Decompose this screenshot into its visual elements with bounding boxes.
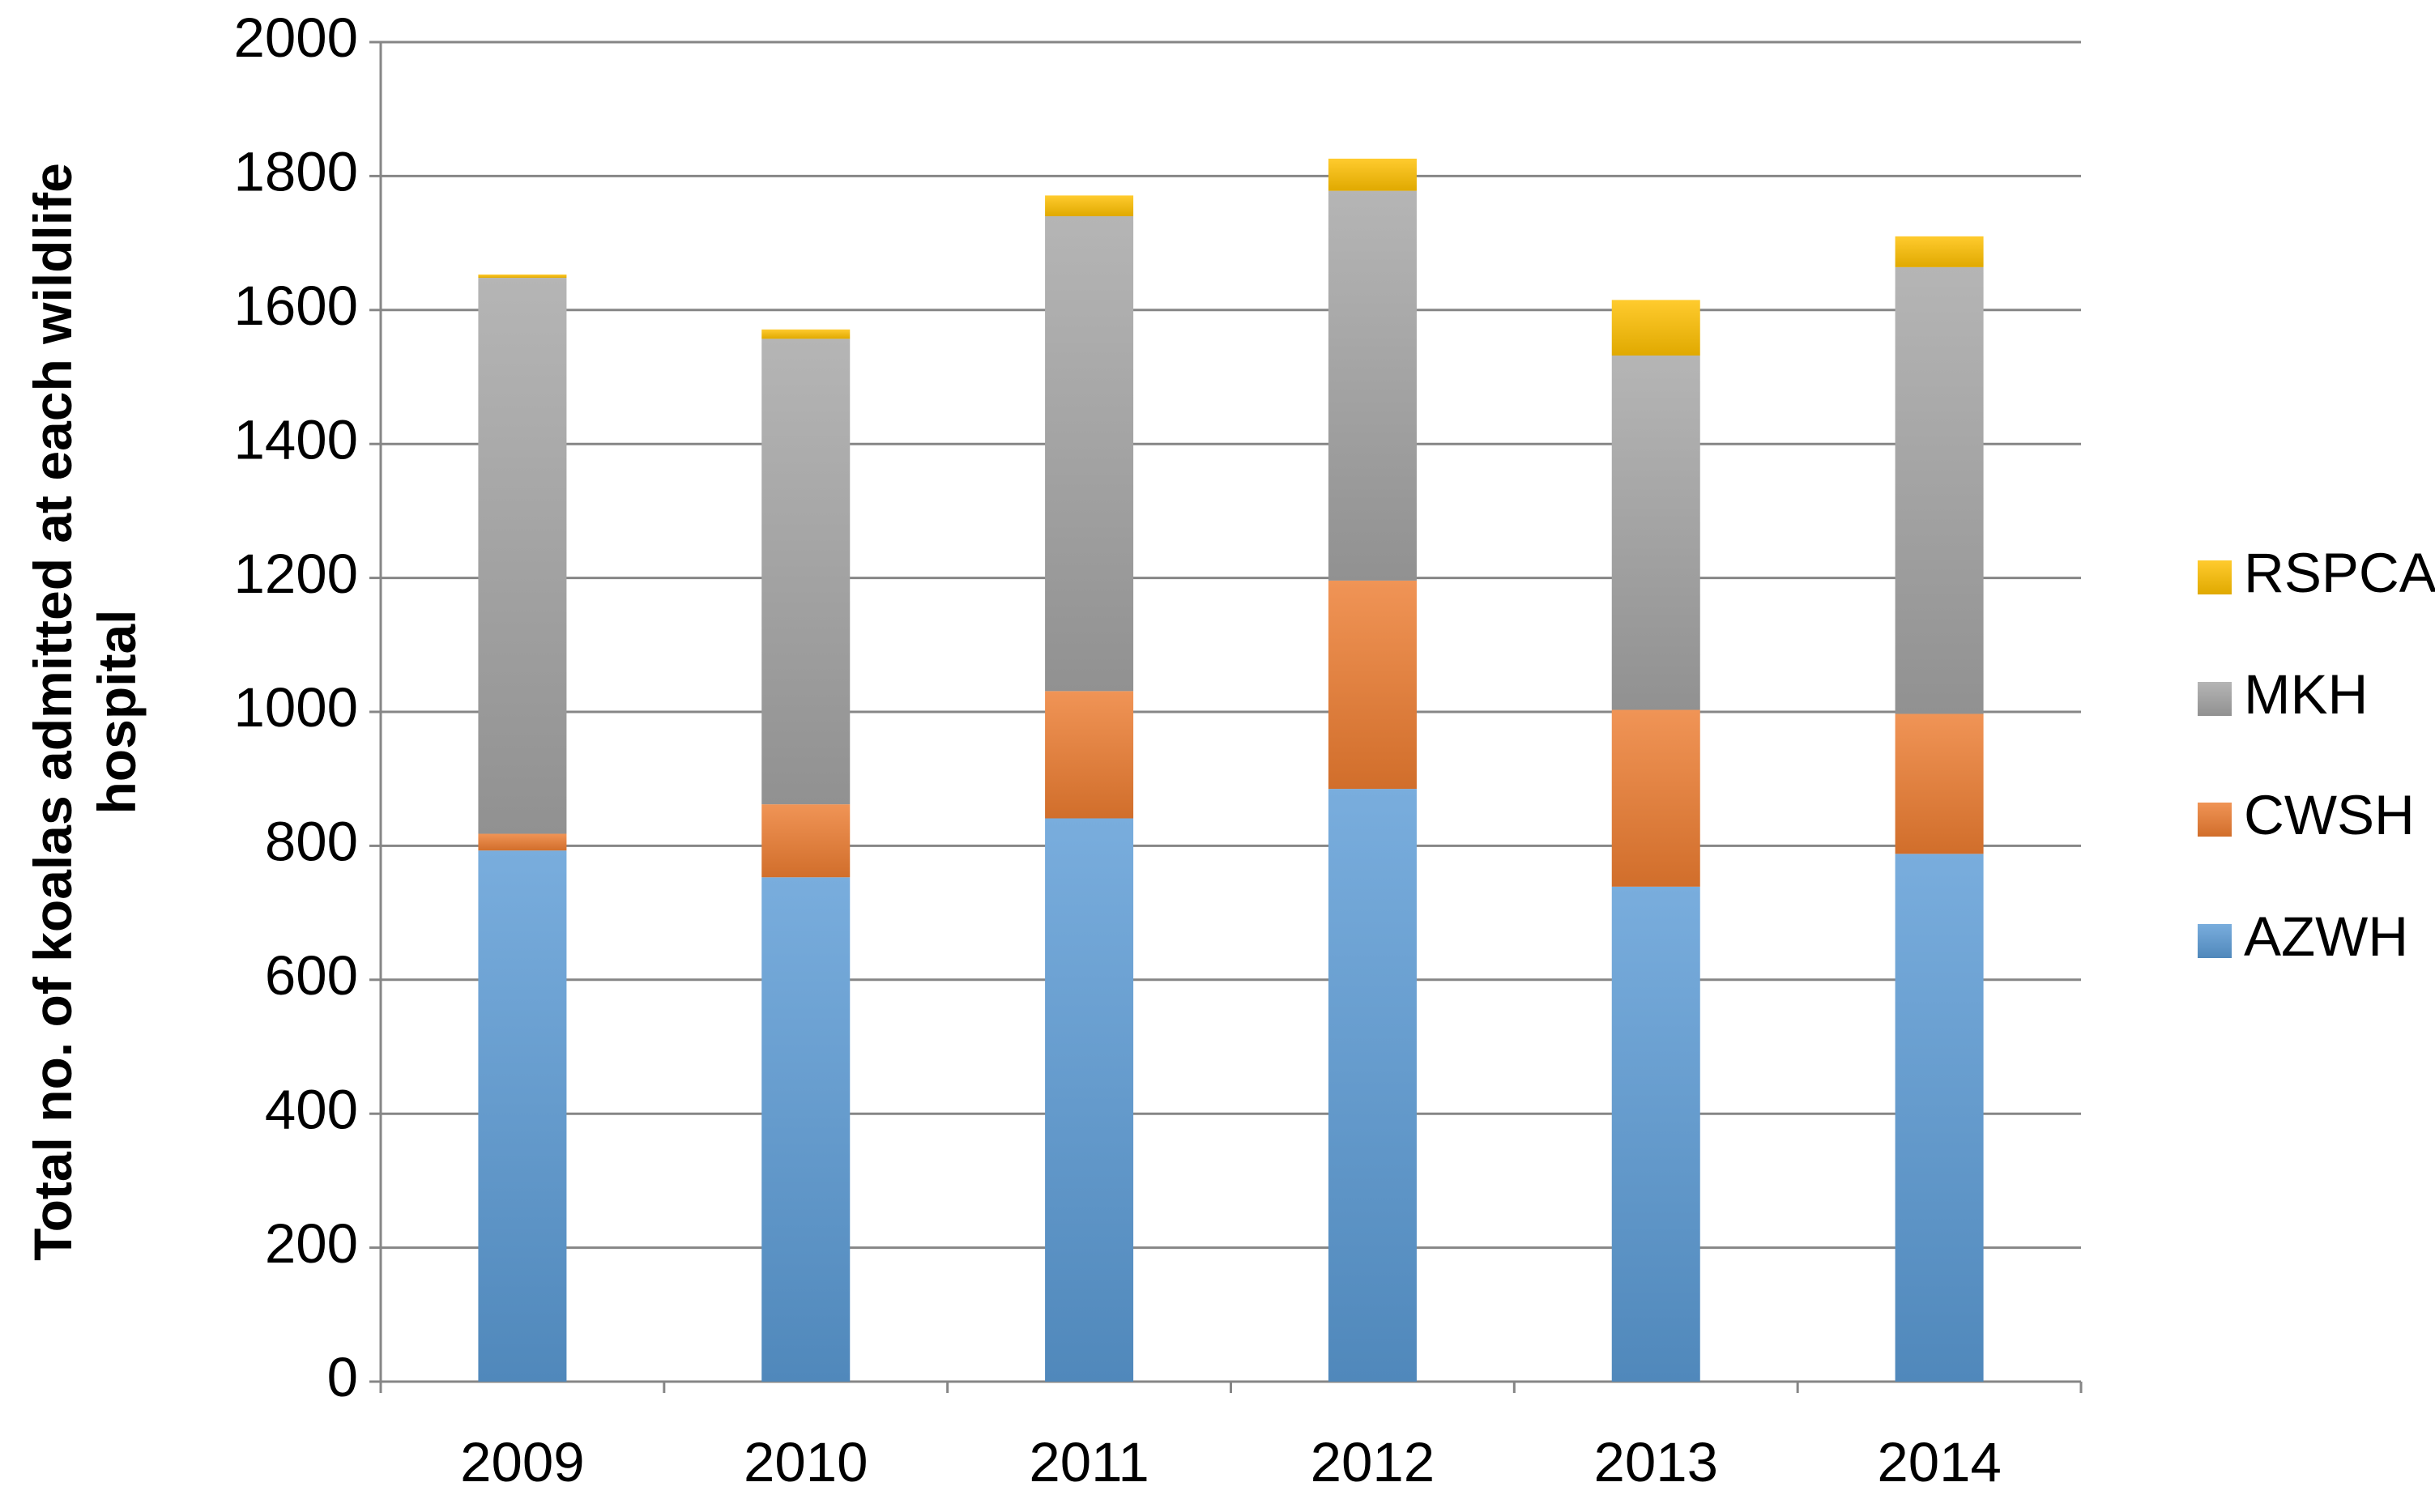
bar-segment: [1611, 886, 1700, 1382]
x-tick-label: 2012: [1311, 1431, 1435, 1493]
bar-segment: [1895, 713, 1984, 854]
bar-segment: [761, 339, 851, 805]
bar-segment: [1328, 190, 1417, 581]
bar-segment: [1328, 789, 1417, 1382]
y-tick-label: 2000: [234, 6, 359, 69]
x-tick-label: 2009: [460, 1431, 585, 1493]
bar-segment: [478, 833, 567, 851]
bar-segment: [1895, 266, 1984, 714]
x-tick-label: 2013: [1594, 1431, 1719, 1493]
legend-swatch: [2198, 560, 2232, 594]
bar-segment: [761, 329, 851, 339]
y-tick-label: 600: [265, 944, 358, 1007]
y-tick-label: 200: [265, 1212, 358, 1275]
bar-segment: [761, 804, 851, 878]
legend-label: MKH: [2244, 663, 2368, 726]
y-tick-label: 0: [327, 1346, 358, 1408]
bar-segment: [1328, 580, 1417, 790]
legend-swatch: [2198, 682, 2232, 716]
bar-segment: [761, 877, 851, 1382]
x-tick-label: 2011: [1029, 1431, 1149, 1493]
bar-segment: [1895, 854, 1984, 1382]
y-tick-label: 800: [265, 811, 358, 873]
bar-segment: [1045, 691, 1134, 819]
y-axis-label: Total no. of koalas admitted at each wil…: [22, 163, 147, 1261]
bar-segment: [1611, 300, 1700, 356]
y-tick-label: 1000: [234, 676, 359, 739]
bar-segment: [478, 278, 567, 834]
legend-label: AZWH: [2244, 905, 2408, 968]
bar-segment: [1611, 356, 1700, 710]
y-tick-label: 400: [265, 1078, 358, 1140]
x-tick-label: 2010: [744, 1431, 868, 1493]
y-tick-label: 1600: [234, 275, 359, 337]
y-tick-label: 1400: [234, 408, 359, 471]
bar-segment: [1045, 195, 1134, 217]
bar-segment: [478, 850, 567, 1382]
bar-segment: [478, 274, 567, 279]
bar-segment: [1045, 216, 1134, 692]
legend-swatch: [2198, 803, 2232, 837]
bar-segment: [1895, 236, 1984, 267]
bar-segment: [1611, 709, 1700, 887]
bar-segment: [1045, 818, 1134, 1382]
x-tick-label: 2014: [1877, 1431, 2002, 1493]
y-tick-label: 1200: [234, 543, 359, 605]
legend-label: CWSH: [2244, 784, 2415, 846]
y-tick-label: 1800: [234, 141, 359, 203]
legend-label: RSPCA: [2244, 542, 2435, 604]
bar-segment: [1328, 158, 1417, 191]
legend-swatch: [2198, 924, 2232, 958]
